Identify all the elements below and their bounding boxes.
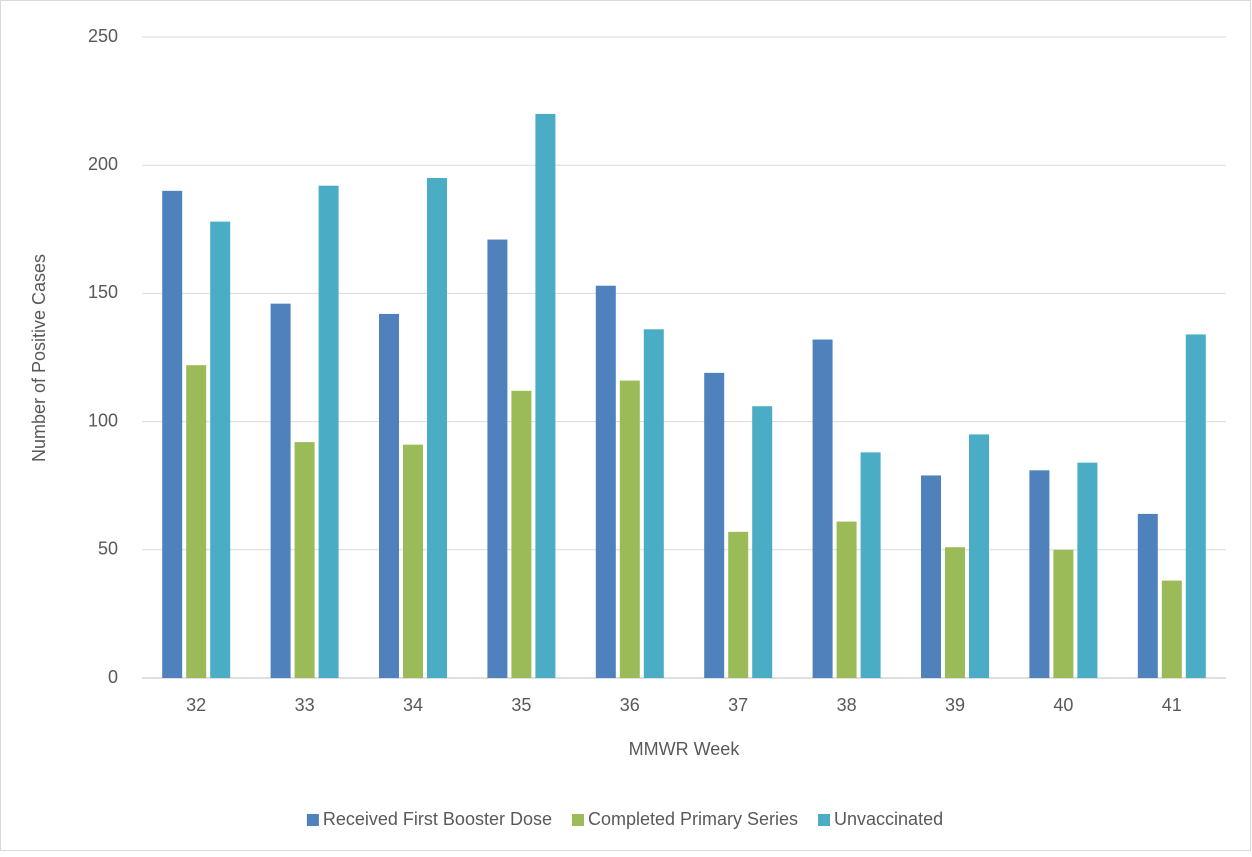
bar [812, 339, 833, 678]
bar [511, 390, 532, 678]
bar [318, 185, 339, 678]
bar [969, 434, 989, 678]
y-tick-label: 100 [88, 410, 118, 430]
y-tick-label: 200 [88, 154, 118, 174]
x-tick-label: 33 [295, 695, 315, 715]
x-tick-label: 38 [837, 695, 857, 715]
bar [728, 531, 749, 678]
bar [595, 285, 616, 678]
bar [403, 444, 423, 678]
bar [704, 372, 725, 678]
y-tick-label: 0 [108, 667, 118, 687]
y-tick-label: 250 [88, 26, 118, 46]
y-axis-title: Number of Positive Cases [29, 254, 49, 462]
bar [379, 313, 399, 678]
x-tick-label: 36 [620, 695, 640, 715]
bar [210, 221, 231, 678]
x-tick-label: 41 [1162, 695, 1182, 715]
bar [294, 442, 315, 678]
bar [860, 452, 881, 678]
bar [1161, 580, 1182, 678]
bar [752, 406, 773, 678]
bar [1053, 549, 1074, 678]
y-tick-label: 50 [98, 539, 118, 559]
x-tick-label: 35 [511, 695, 531, 715]
bar [1137, 513, 1158, 678]
y-tick-label: 150 [88, 282, 118, 302]
bar [619, 380, 640, 678]
x-tick-label: 40 [1053, 695, 1073, 715]
x-tick-label: 32 [186, 695, 206, 715]
bar [1185, 334, 1206, 678]
bar [535, 113, 556, 679]
bar [427, 178, 447, 678]
bar [186, 365, 207, 678]
bar [836, 521, 857, 678]
x-tick-label: 37 [728, 695, 748, 715]
bar [643, 329, 664, 678]
bar [945, 547, 965, 678]
legend-label: Unvaccinated [834, 809, 943, 829]
bar [270, 303, 291, 678]
legend-swatch [818, 814, 831, 826]
legend-label: Received First Booster Dose [323, 809, 552, 829]
legend-swatch [571, 814, 584, 826]
bar [162, 190, 183, 678]
bar [487, 239, 508, 678]
bar [1029, 470, 1050, 678]
x-tick-label: 39 [945, 695, 965, 715]
legend-label: Completed Primary Series [588, 809, 798, 829]
legend-swatch [306, 814, 319, 826]
bar [1077, 462, 1098, 678]
x-tick-label: 34 [403, 695, 423, 715]
x-axis-title: MMWR Week [629, 739, 741, 759]
bar [921, 475, 941, 678]
